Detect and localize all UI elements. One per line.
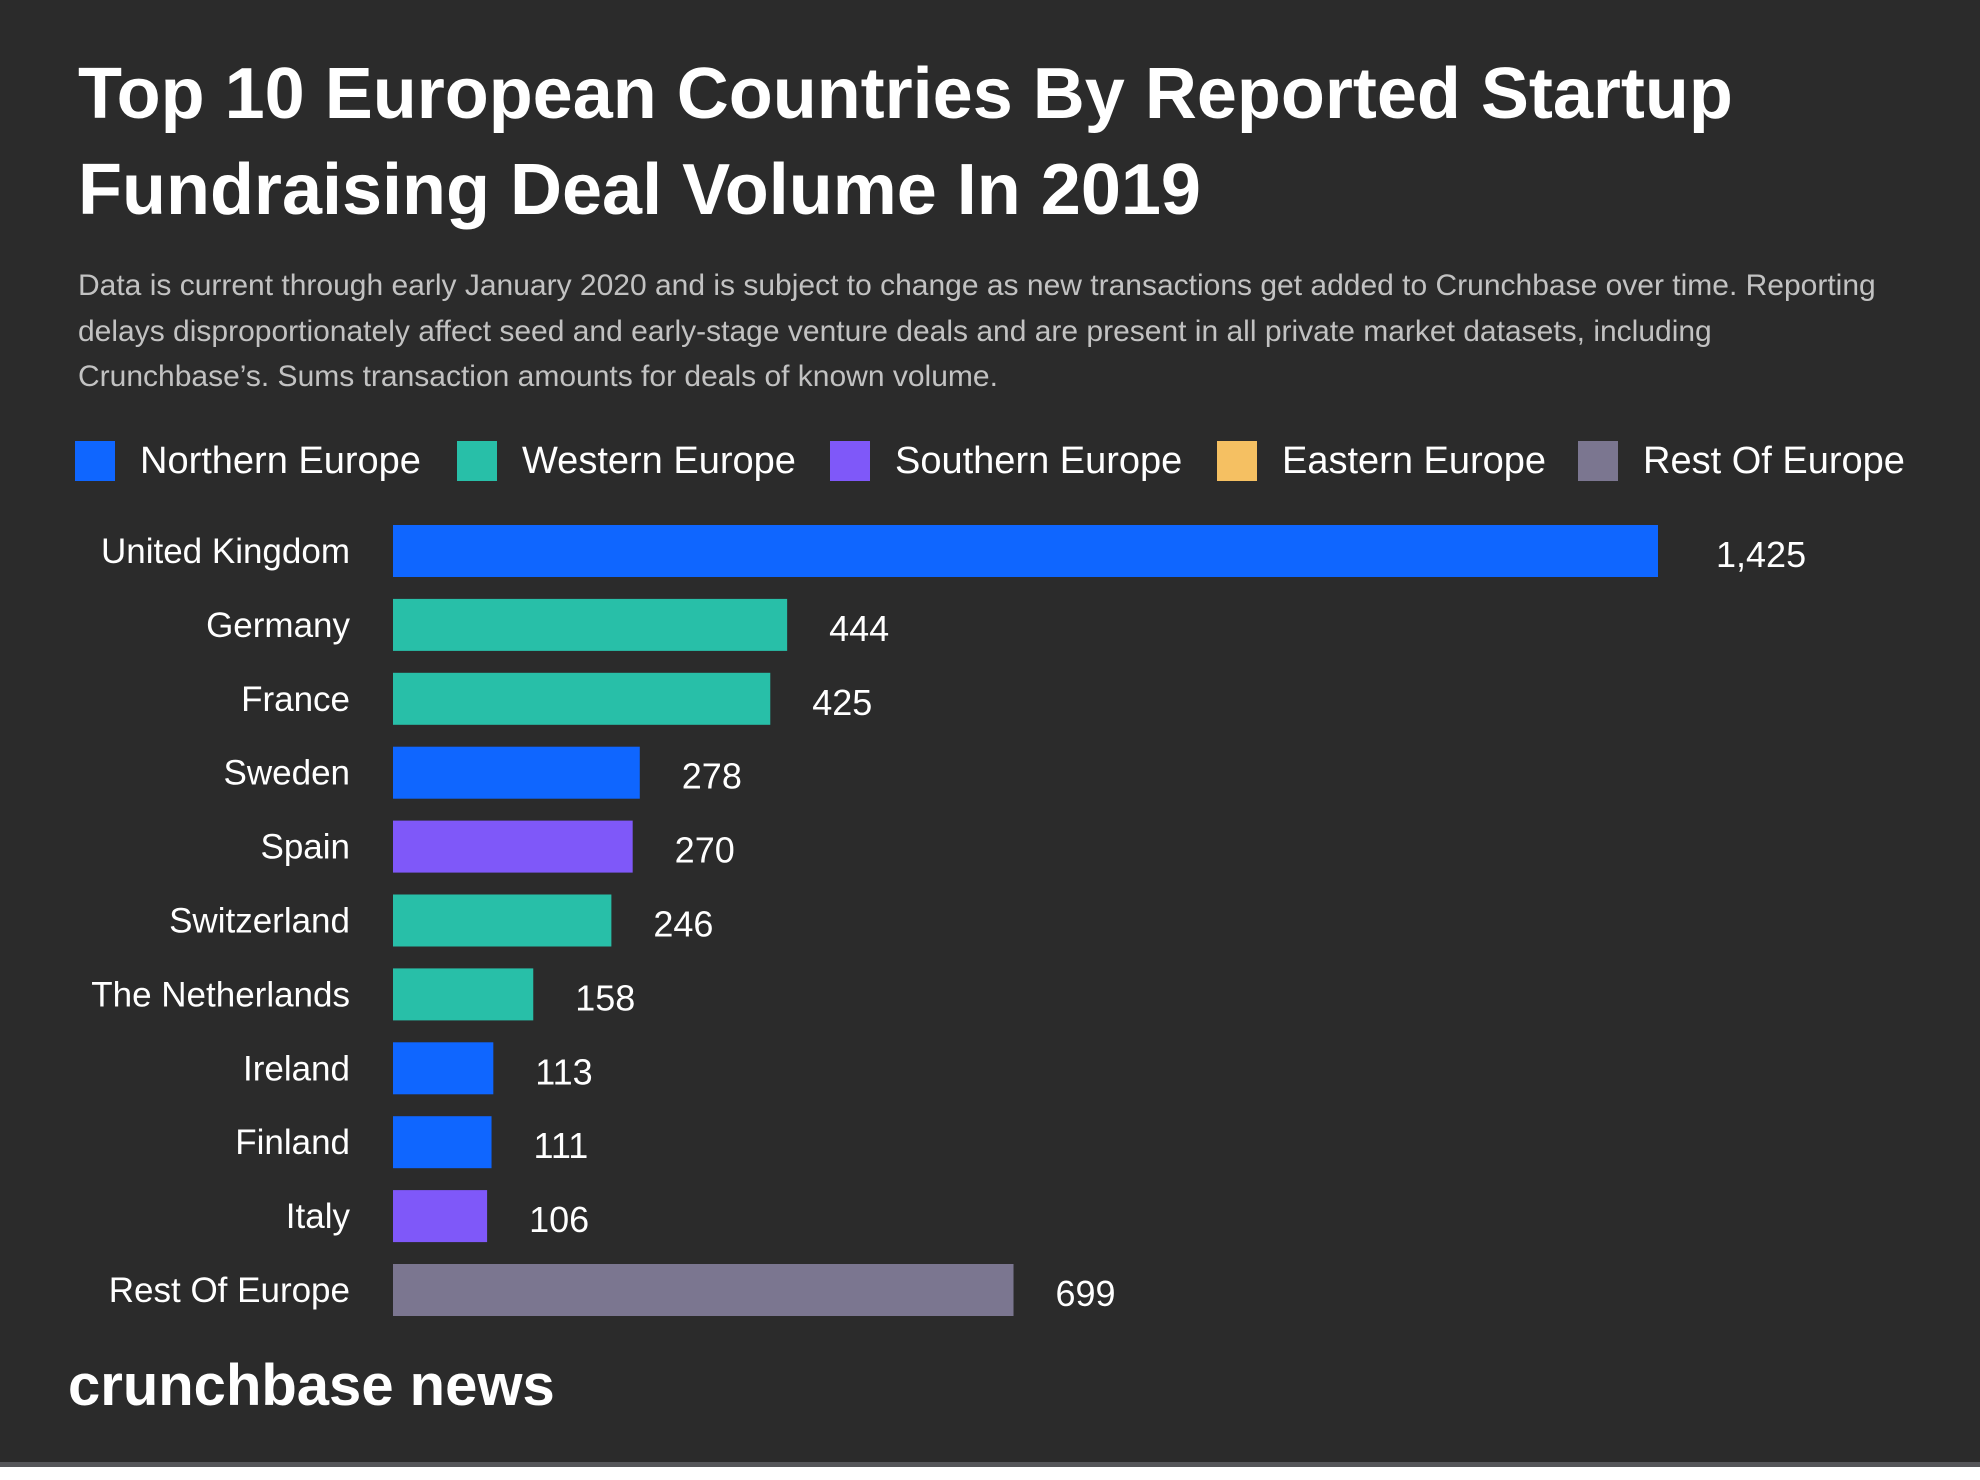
category-label: Rest Of Europe [109, 1271, 350, 1310]
category-label: Ireland [243, 1049, 350, 1088]
legend-item: Eastern Europe [1217, 440, 1546, 482]
value-label: 699 [1056, 1273, 1116, 1314]
category-label: Finland [235, 1123, 350, 1162]
category-label: Spain [260, 828, 350, 867]
value-label: 111 [534, 1125, 589, 1166]
legend-label: Northern Europe [140, 439, 421, 482]
legend-item: Northern Europe [75, 440, 421, 482]
value-label: 270 [675, 830, 735, 871]
bar-chart: United Kingdom 1,425 Germany 444 France 425 Sw… [91, 525, 1806, 1316]
value-label: 278 [682, 756, 742, 797]
value-label: 444 [829, 608, 889, 649]
value-label: 1,425 [1716, 534, 1806, 575]
bar [393, 894, 612, 947]
bar [393, 820, 633, 873]
legend-label: Eastern Europe [1282, 439, 1547, 482]
legend-item: Western Europe [457, 440, 796, 482]
bar [393, 1264, 1014, 1316]
legend-label: Rest Of Europe [1643, 439, 1905, 482]
bar [393, 1116, 492, 1169]
legend-label: Western Europe [522, 439, 796, 482]
bar [393, 1042, 494, 1095]
chart-title: Top 10 European Countries By Reported St… [78, 54, 1733, 230]
legend-swatch [457, 441, 497, 481]
bar [393, 1190, 488, 1243]
value-label: 425 [812, 682, 872, 723]
category-label: United Kingdom [101, 532, 350, 571]
chart-subtitle: Data is current through early January 20… [78, 269, 1876, 393]
value-label: 246 [653, 904, 713, 945]
bar [393, 746, 640, 799]
legend-item: Southern Europe [830, 440, 1182, 482]
category-label: The Netherlands [91, 975, 350, 1014]
legend-swatch [75, 441, 115, 481]
legend-label: Southern Europe [895, 439, 1183, 482]
bar [393, 672, 771, 725]
legend-item: Rest Of Europe [1578, 440, 1905, 482]
value-label: 158 [575, 977, 635, 1018]
crunchbase-news-logo: crunchbase news [68, 1353, 555, 1418]
category-label: Sweden [224, 754, 350, 793]
value-label: 106 [529, 1199, 589, 1240]
category-label: Germany [206, 606, 350, 645]
bar [393, 968, 534, 1021]
legend-swatch [830, 441, 870, 481]
value-label: 113 [535, 1051, 592, 1092]
bar [393, 525, 1658, 577]
legend-swatch [1578, 441, 1618, 481]
bar [393, 598, 788, 651]
category-label: Switzerland [169, 902, 350, 941]
legend-swatch [1217, 441, 1257, 481]
category-label: France [241, 680, 350, 719]
category-label: Italy [286, 1197, 351, 1236]
